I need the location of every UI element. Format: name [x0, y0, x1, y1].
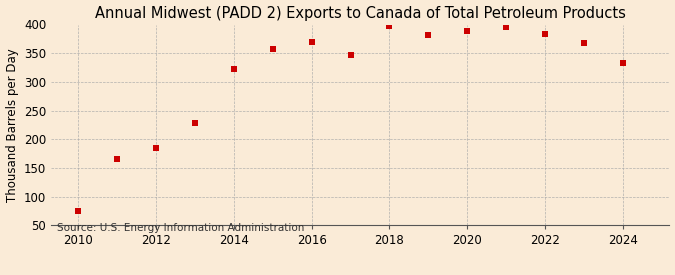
Point	[618, 61, 628, 65]
Point	[501, 24, 512, 29]
Point	[578, 41, 589, 46]
Point	[112, 157, 123, 162]
Title: Annual Midwest (PADD 2) Exports to Canada of Total Petroleum Products: Annual Midwest (PADD 2) Exports to Canad…	[95, 6, 626, 21]
Point	[384, 24, 395, 28]
Point	[306, 40, 317, 44]
Y-axis label: Thousand Barrels per Day: Thousand Barrels per Day	[5, 48, 18, 202]
Point	[345, 53, 356, 57]
Point	[267, 47, 278, 51]
Point	[190, 121, 200, 125]
Text: Source: U.S. Energy Information Administration: Source: U.S. Energy Information Administ…	[57, 224, 305, 233]
Point	[423, 33, 434, 37]
Point	[462, 29, 472, 34]
Point	[151, 146, 161, 150]
Point	[539, 32, 550, 37]
Point	[229, 67, 240, 71]
Point	[73, 209, 84, 213]
